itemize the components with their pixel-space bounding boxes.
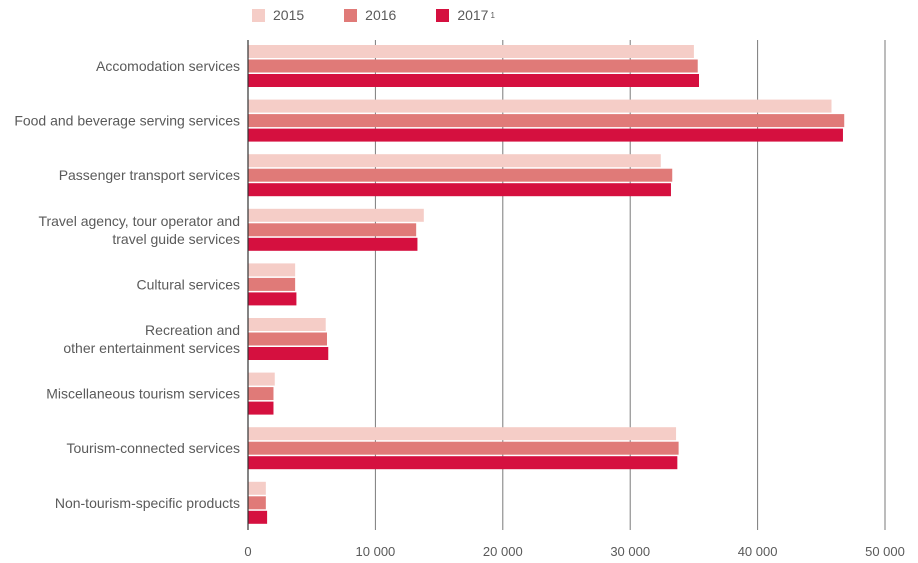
bar-2016-0 [248, 59, 698, 73]
x-tick-label-2: 20 000 [483, 544, 523, 559]
x-tick-label-1: 10 000 [356, 544, 396, 559]
bar-2015-7 [248, 427, 677, 441]
legend-swatch-2017 [436, 8, 450, 22]
category-label-2: Passenger transport services [59, 167, 240, 183]
x-tick-label-5: 50 000 [865, 544, 905, 559]
bar-2017-6 [248, 401, 274, 415]
category-label-0: Accomodation services [96, 58, 240, 74]
legend-label-2016: 2016 [365, 7, 397, 23]
category-label-1: Food and beverage serving services [14, 113, 240, 129]
bar-2015-4 [248, 263, 296, 277]
bar-2015-2 [248, 154, 661, 168]
bar-2016-2 [248, 168, 673, 182]
legend-item-2016: 2016 [344, 7, 396, 23]
bar-2017-3 [248, 237, 418, 251]
legend-label-2015: 2015 [273, 7, 305, 23]
category-label-5-line-0: Recreation and [145, 322, 240, 338]
x-tick-label-4: 40 000 [738, 544, 778, 559]
bar-2017-7 [248, 456, 678, 470]
bar-2017-4 [248, 292, 297, 306]
bar-2015-0 [248, 45, 694, 58]
category-label-3-line-1: travel guide services [112, 231, 240, 247]
category-label-5-line-1: other entertainment services [63, 340, 240, 356]
bar-2015-3 [248, 208, 424, 222]
bar-2015-5 [248, 318, 326, 331]
x-tick-label-3: 30 000 [610, 544, 650, 559]
bar-2016-7 [248, 441, 679, 455]
bar-2016-1 [248, 114, 845, 128]
bar-2017-1 [248, 128, 843, 142]
bar-2016-5 [248, 332, 327, 346]
bar-2017-2 [248, 183, 671, 197]
bar-2016-4 [248, 277, 296, 291]
legend-swatch-2016 [344, 8, 358, 22]
bar-2016-6 [248, 387, 274, 401]
legend-item-2017: 2017 1 [436, 7, 495, 23]
x-tick-label-0: 0 [244, 544, 251, 559]
bar-2015-8 [248, 481, 266, 495]
bar-2017-5 [248, 347, 329, 360]
bar-2017-0 [248, 74, 699, 87]
bar-2017-8 [248, 510, 268, 524]
category-label-3-line-0: Travel agency, tour operator and [38, 213, 240, 229]
legend-label-2017: 2017 [457, 7, 489, 23]
bar-2015-1 [248, 99, 832, 113]
category-label-8: Non-tourism-specific products [55, 495, 240, 511]
legend-footnote-2017: 1 [490, 10, 495, 20]
bar-2016-8 [248, 496, 266, 510]
legend-swatch-2015 [252, 8, 265, 22]
category-label-6: Miscellaneous tourism services [46, 386, 240, 402]
bar-2015-6 [248, 372, 275, 386]
legend: 2015 2016 2017 1 [252, 7, 495, 23]
category-label-4: Cultural services [137, 276, 240, 292]
bar-2016-3 [248, 223, 417, 237]
category-label-7: Tourism-connected services [66, 440, 240, 456]
legend-item-2015: 2015 [252, 7, 304, 23]
